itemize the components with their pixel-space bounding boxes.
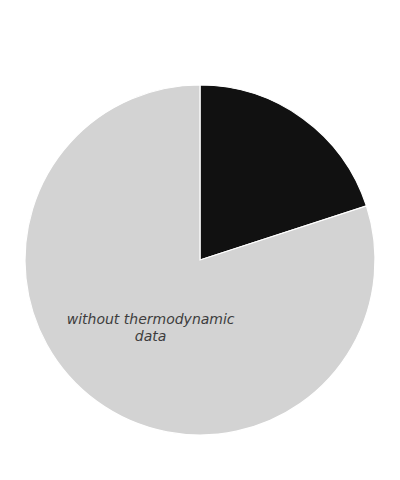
labels: without thermodynamicdata [67,311,235,344]
pie-slice [25,85,375,435]
slice-label: without thermodynamicdata [67,311,235,344]
pie [25,85,375,435]
chart: without thermodynamicdata [0,0,400,480]
